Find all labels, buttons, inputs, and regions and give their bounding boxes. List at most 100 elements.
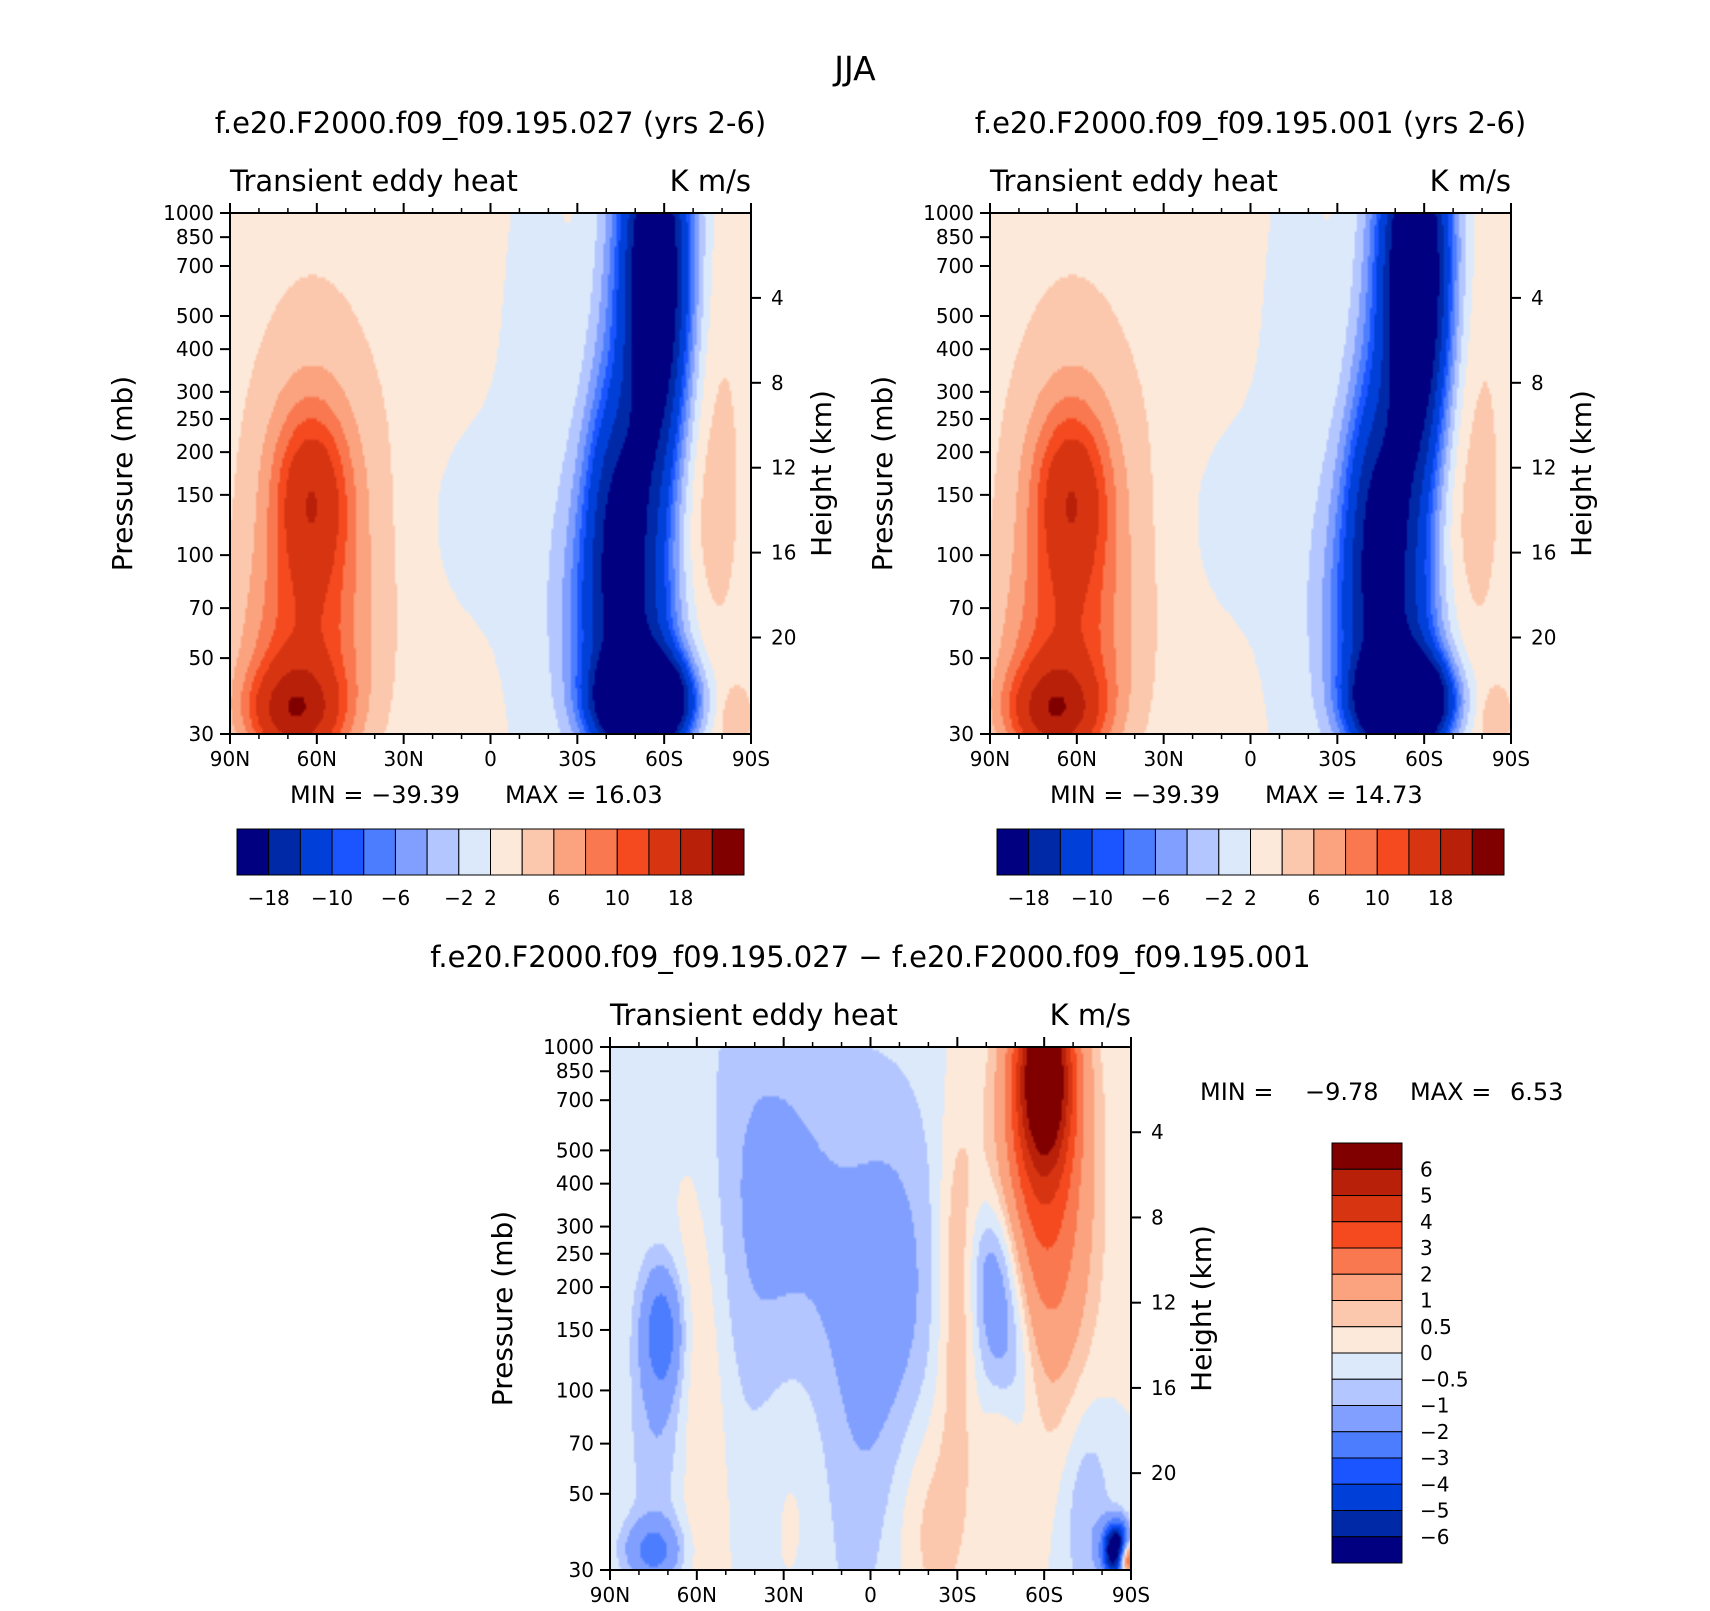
y-tick-label: 850 <box>176 225 214 249</box>
colorbar-label: −4 <box>1420 1472 1449 1496</box>
contour-field <box>990 213 1511 734</box>
x-tick-label: 90S <box>1492 747 1530 771</box>
colorbar-label: 5 <box>1420 1184 1433 1208</box>
colorbar-label: 2 <box>1244 886 1257 910</box>
y-tick-label: 200 <box>556 1275 594 1299</box>
colorbar-cell <box>1331 1483 1403 1511</box>
figure-title: JJA <box>832 49 876 88</box>
colorbar-cell <box>1376 828 1410 876</box>
y-tick-label: 50 <box>189 646 214 670</box>
x-tick-label: 60N <box>677 1583 717 1607</box>
height-tick-label: 20 <box>1531 626 1556 650</box>
height-tick-label: 8 <box>1531 371 1544 395</box>
y-tick-label: 30 <box>949 722 974 746</box>
x-tick-label: 60S <box>645 747 683 771</box>
y-tick-label: 100 <box>176 543 214 567</box>
y-tick-label: 850 <box>556 1059 594 1083</box>
colorbar-label: −0.5 <box>1420 1367 1469 1391</box>
y-tick-label: 700 <box>176 254 214 278</box>
colorbar-cell <box>236 828 270 876</box>
colorbar-cell <box>1331 1510 1403 1538</box>
colorbar-cell <box>521 828 555 876</box>
x-tick-label: 90S <box>1112 1583 1150 1607</box>
y-tick-label: 700 <box>556 1088 594 1112</box>
y-tick-label: 100 <box>936 543 974 567</box>
x-tick-label: 30N <box>383 747 423 771</box>
colorbar-cell <box>1331 1221 1403 1249</box>
colorbar-cell <box>1331 1247 1403 1275</box>
x-tick-label: 90N <box>590 1583 630 1607</box>
colorbar-cell <box>1028 828 1061 876</box>
left-label: Transient eddy heat <box>609 998 898 1032</box>
colorbar-label: −6 <box>381 886 410 910</box>
colorbar-label: 2 <box>1420 1262 1433 1286</box>
left-label: Transient eddy heat <box>989 164 1278 198</box>
colorbar-label: 6 <box>548 886 561 910</box>
y-tick-label: 1000 <box>163 201 214 225</box>
y-tick-label: 70 <box>569 1432 594 1456</box>
min-value: MIN = −39.39 <box>290 781 460 809</box>
colorbar-cell <box>331 828 365 876</box>
colorbar-label: 10 <box>1365 886 1390 910</box>
colorbar-cell <box>394 828 428 876</box>
min-label: MIN = <box>1200 1078 1273 1106</box>
y-tick-label: 300 <box>556 1215 594 1239</box>
height-tick-label: 8 <box>771 371 784 395</box>
height-tick-label: 4 <box>1531 286 1544 310</box>
colorbar-cell <box>1154 828 1188 876</box>
y-tick-label: 400 <box>936 337 974 361</box>
colorbar-cell <box>1313 828 1347 876</box>
y-axis-label: Pressure (mb) <box>106 376 139 571</box>
colorbar-cell <box>1331 1378 1403 1406</box>
x-tick-label: 90N <box>970 747 1010 771</box>
colorbar-label: 6 <box>1420 1157 1433 1181</box>
x-tick-label: 30S <box>558 747 596 771</box>
max-value: MAX = 16.03 <box>505 781 663 809</box>
units-label: K m/s <box>1050 998 1131 1032</box>
x-tick-label: 0 <box>484 747 497 771</box>
height-axis-label: Height (km) <box>1185 1225 1218 1392</box>
colorbar-label: −3 <box>1420 1446 1449 1470</box>
y-tick-label: 400 <box>176 337 214 361</box>
x-tick-label: 60N <box>1057 747 1097 771</box>
panel-title: f.e20.F2000.f09_f09.195.027 (yrs 2-6) <box>215 106 766 140</box>
colorbar-label: 6 <box>1308 886 1321 910</box>
y-tick-label: 70 <box>949 596 974 620</box>
x-tick-label: 0 <box>864 1583 877 1607</box>
colorbar-label: −6 <box>1141 886 1170 910</box>
colorbar-cell <box>1331 1326 1403 1354</box>
colorbar-cell <box>1091 828 1125 876</box>
y-tick-label: 250 <box>556 1242 594 1266</box>
height-axis-label: Height (km) <box>805 390 838 557</box>
colorbar-cell <box>1250 828 1283 876</box>
colorbar-cell <box>426 828 460 876</box>
max-label: MAX = <box>1410 1078 1491 1106</box>
colorbar-label: −2 <box>1204 886 1233 910</box>
colorbar-cell <box>1331 1536 1403 1564</box>
colorbar-cell <box>711 828 745 876</box>
y-tick-label: 300 <box>176 380 214 404</box>
height-tick-label: 4 <box>771 286 784 310</box>
min-value: MIN = −39.39 <box>1050 781 1220 809</box>
colorbar-label: 18 <box>1428 886 1453 910</box>
x-tick-label: 30S <box>1318 747 1356 771</box>
height-tick-label: 20 <box>771 626 796 650</box>
y-tick-label: 150 <box>176 483 214 507</box>
height-tick-label: 16 <box>771 541 796 565</box>
y-tick-label: 200 <box>936 440 974 464</box>
colorbar-label: −10 <box>1071 886 1113 910</box>
y-tick-label: 200 <box>176 440 214 464</box>
y-tick-label: 500 <box>556 1138 594 1162</box>
colorbar-cell <box>996 828 1030 876</box>
y-tick-label: 150 <box>936 483 974 507</box>
colorbar-label: 0 <box>1420 1341 1433 1365</box>
height-tick-label: 16 <box>1151 1376 1176 1400</box>
y-tick-label: 100 <box>556 1378 594 1402</box>
x-tick-label: 30N <box>763 1583 803 1607</box>
y-tick-label: 850 <box>936 225 974 249</box>
colorbar-label: 18 <box>668 886 693 910</box>
x-tick-label: 90N <box>210 747 250 771</box>
colorbar-cell <box>553 828 587 876</box>
y-axis-label: Pressure (mb) <box>486 1211 519 1406</box>
